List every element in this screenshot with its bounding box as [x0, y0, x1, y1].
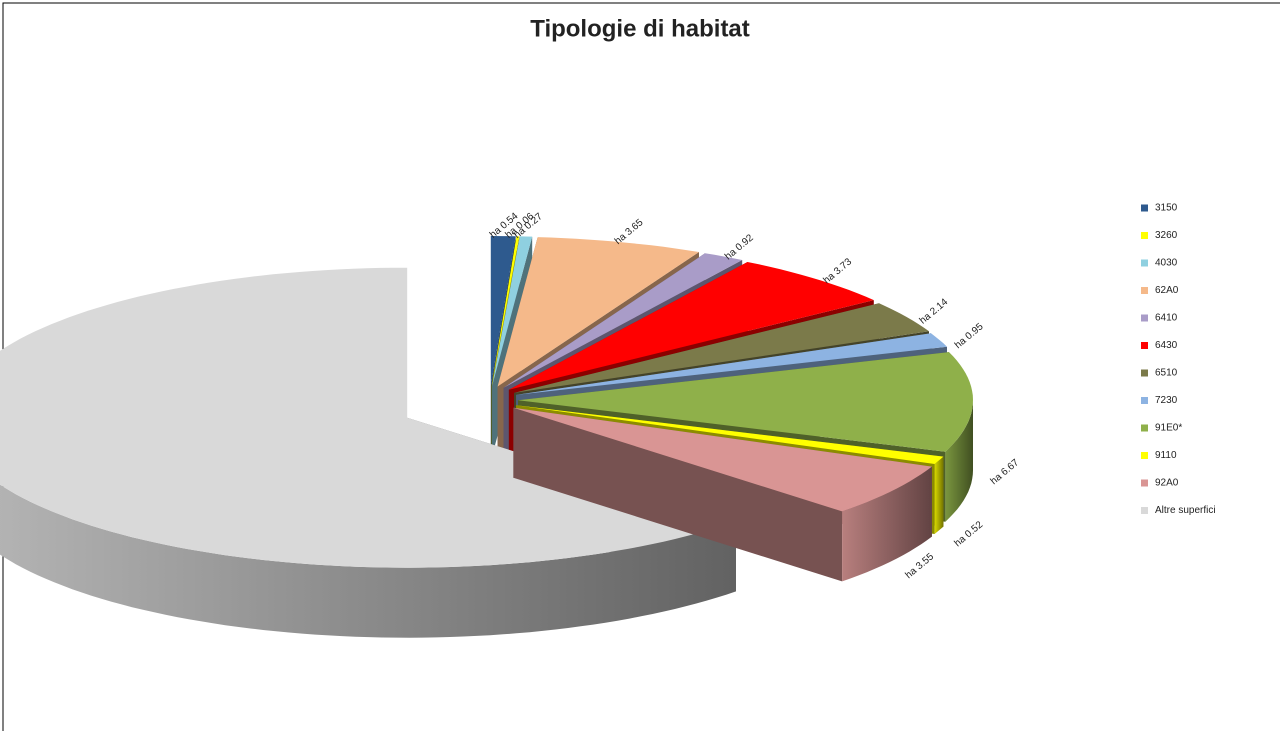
legend-label: Altre superfici [1155, 505, 1216, 516]
slice-wall [945, 400, 973, 522]
slice [491, 236, 520, 386]
legend-swatch [1141, 314, 1148, 322]
data-label: ha 3.73 [821, 256, 854, 286]
legend-swatch [1141, 479, 1148, 487]
legend-swatch [1141, 232, 1148, 239]
slice-wall [842, 466, 932, 582]
slice [514, 303, 929, 393]
slice [503, 253, 743, 388]
data-label: ha 2.14 [918, 296, 951, 326]
slice-group [0, 267, 736, 638]
legend-swatch [1141, 452, 1148, 459]
data-label: ha 6.67 [989, 457, 1022, 487]
legend-swatch [1141, 369, 1148, 377]
legend-swatch [1141, 342, 1148, 349]
slice [516, 405, 944, 464]
legend-swatch [1141, 507, 1148, 514]
legend-label: 6510 [1155, 368, 1178, 379]
slice [492, 236, 533, 386]
legend-swatch [1141, 259, 1148, 267]
legend-swatch [1141, 397, 1148, 404]
slice-side [513, 407, 843, 582]
legend-label: 92A0 [1155, 478, 1179, 489]
legend-label: 7230 [1155, 395, 1178, 406]
legend-swatch [1141, 287, 1148, 294]
data-label: ha 3.65 [613, 217, 646, 247]
legend-label: 6410 [1155, 313, 1178, 324]
slice [518, 352, 973, 452]
legend-label: 62A0 [1155, 285, 1179, 296]
legend-label: 3150 [1155, 203, 1178, 214]
legend-label: 3260 [1155, 230, 1178, 241]
slice [508, 262, 874, 390]
slice-group [513, 407, 932, 582]
slice-wall [934, 456, 944, 534]
legend-label: 9110 [1155, 450, 1177, 461]
legend-label: 4030 [1155, 258, 1178, 269]
legend-swatch [1141, 424, 1148, 432]
slice [497, 237, 699, 387]
slice [513, 407, 932, 512]
legend-swatch [1141, 204, 1148, 212]
data-label: ha 0.52 [953, 519, 986, 549]
data-label: ha 0.92 [723, 232, 756, 262]
chart-title: Tipologie di habitat [530, 15, 750, 42]
data-label: ha 3.55 [903, 551, 936, 581]
data-label: ha 0.95 [953, 321, 986, 351]
slice [0, 267, 736, 568]
slice [516, 333, 947, 395]
legend-label: 6430 [1155, 340, 1178, 351]
slice [490, 236, 516, 386]
legend-label: 91E0* [1155, 423, 1182, 434]
slice-wall [0, 484, 736, 638]
